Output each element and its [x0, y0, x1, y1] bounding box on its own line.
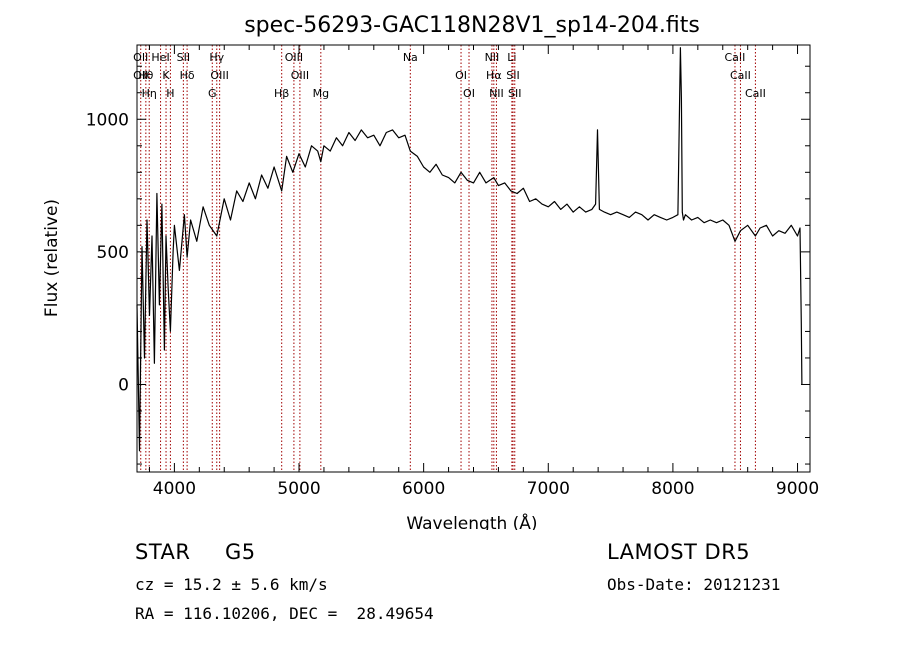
spectrum-line: [136, 47, 803, 452]
plot-area: [136, 47, 803, 452]
line-label: SII: [506, 69, 519, 82]
spectrum-chart: spec-56293-GAC118N28V1_sp14-204.fits OII…: [42, 13, 819, 530]
line-label: CaII: [725, 51, 746, 64]
line-label: OIII: [285, 51, 303, 64]
survey-name: LAMOST DR5: [607, 540, 751, 564]
line-label: Na: [403, 51, 418, 64]
x-tick-label: 8000: [651, 479, 694, 499]
line-label: Hη: [142, 87, 157, 100]
axes: 4000 5000 6000 7000 8000 9000 0 500 1000: [86, 44, 819, 499]
line-label: Hβ: [274, 87, 289, 100]
line-label: Hγ: [209, 51, 224, 64]
line-label: CaII: [730, 69, 751, 82]
observation-date: Obs-Date: 20121231: [607, 575, 781, 594]
y-tick-label: 500: [97, 243, 129, 263]
line-label: Hα: [486, 69, 502, 82]
chart-title: spec-56293-GAC118N28V1_sp14-204.fits: [244, 13, 700, 38]
y-axis-label: Flux (relative): [42, 199, 62, 317]
plot-frame: [136, 44, 811, 473]
line-label: K: [162, 69, 170, 82]
line-label: G: [208, 87, 217, 100]
line-label: H: [166, 87, 174, 100]
line-label: Li: [507, 51, 516, 64]
line-label: Hθ: [138, 69, 153, 82]
x-tick-label: 7000: [527, 479, 570, 499]
x-axis-label: Wavelength (Å): [406, 512, 537, 530]
line-label: OI: [455, 69, 467, 82]
line-label: CaII: [745, 87, 766, 100]
line-label: Hδ: [180, 69, 195, 82]
spectral-line-markers: OIIOIIHθHηHeIKHSIIHδGHγOIIIHβOIIIOIIIMgN…: [133, 45, 766, 472]
line-label: OI: [463, 87, 475, 100]
line-label: NII: [489, 87, 504, 100]
sky-coordinates: RA = 116.10206, DEC = 28.49654: [135, 604, 434, 623]
line-label: OIII: [210, 69, 228, 82]
x-tick-label: 9000: [776, 479, 819, 499]
line-label: OIII: [291, 69, 309, 82]
object-subclass: G5: [225, 540, 256, 564]
line-label: HeI: [151, 51, 169, 64]
line-label: SII: [177, 51, 190, 64]
redshift-velocity: cz = 15.2 ± 5.6 km/s: [135, 575, 328, 594]
y-tick-label: 1000: [86, 110, 129, 130]
x-tick-label: 5000: [277, 479, 320, 499]
line-label: SII: [508, 87, 521, 100]
y-tick-label: 0: [118, 375, 129, 395]
x-tick-label: 6000: [402, 479, 445, 499]
line-label: Mg: [313, 87, 329, 100]
line-label: NII: [485, 51, 500, 64]
object-class: STAR: [135, 540, 191, 564]
x-tick-label: 4000: [153, 479, 196, 499]
